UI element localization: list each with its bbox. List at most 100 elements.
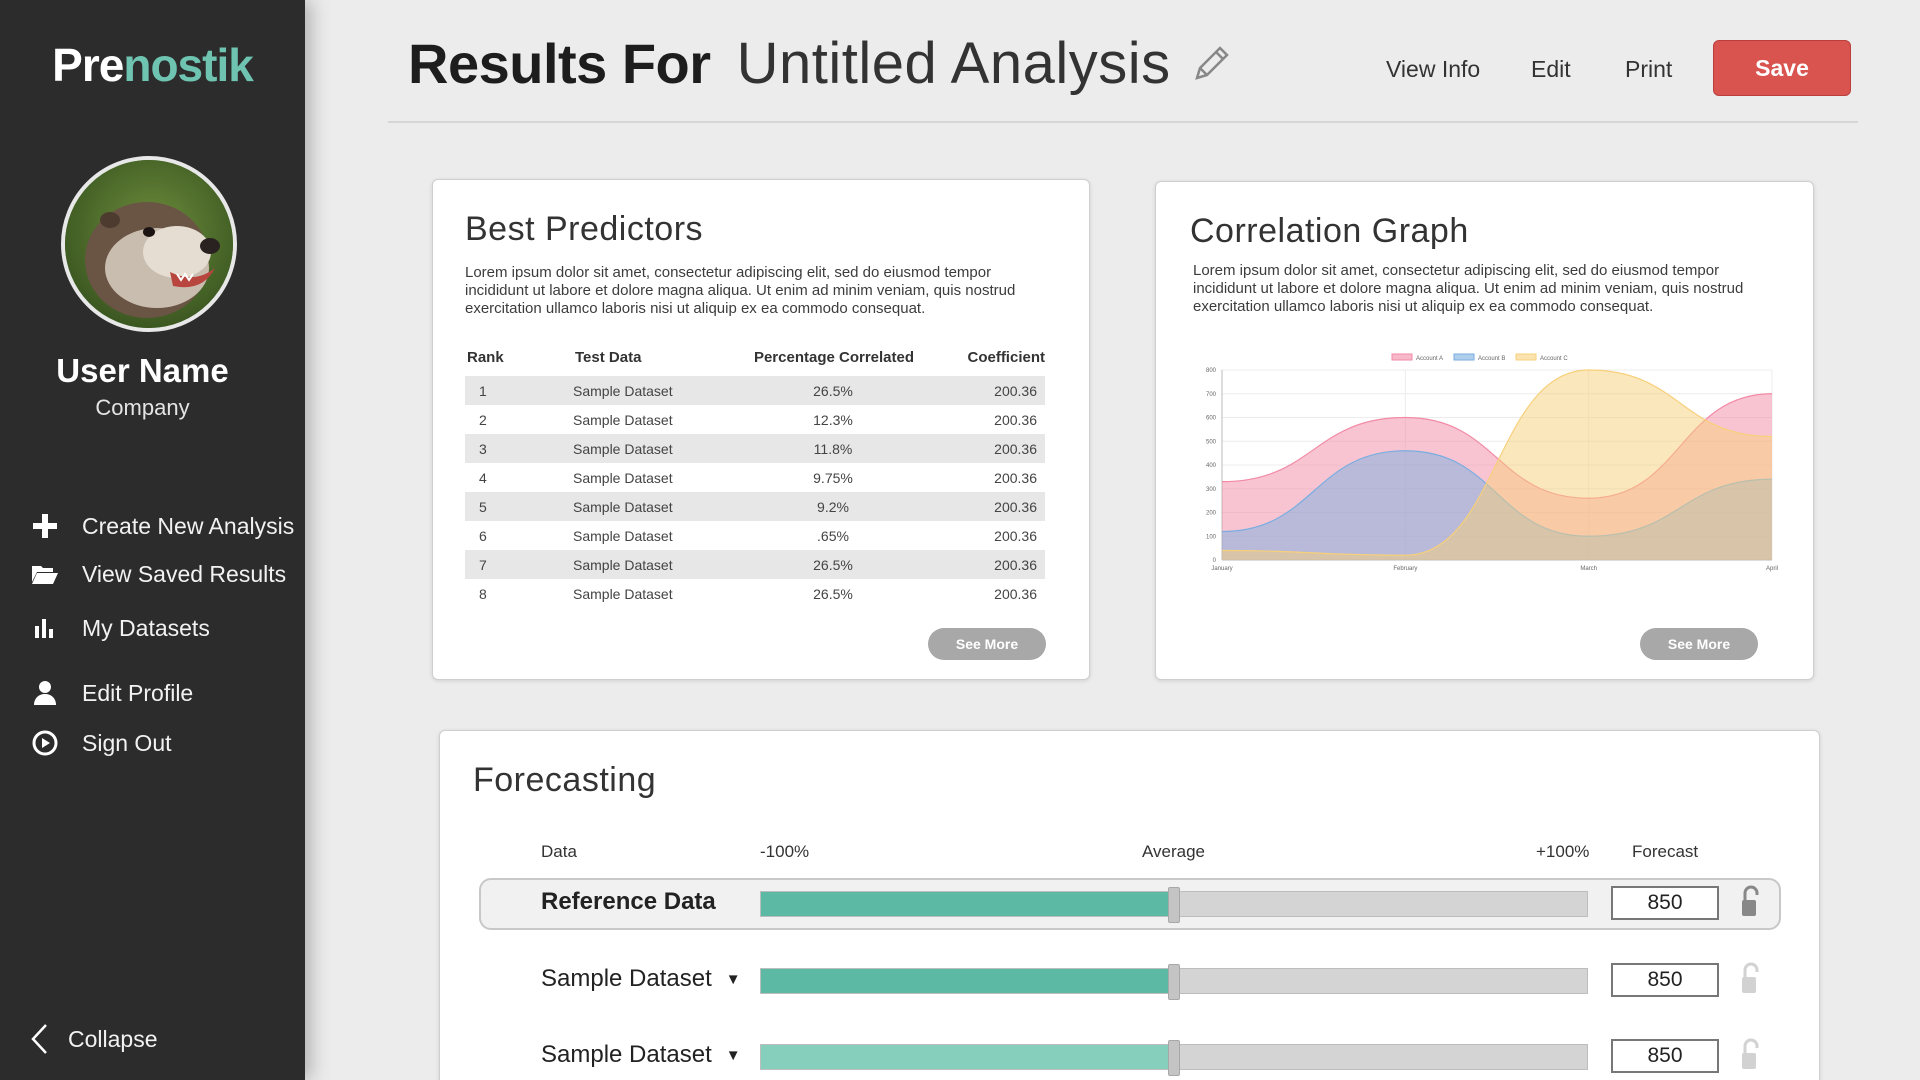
print-link[interactable]: Print — [1625, 56, 1673, 82]
rank-cell: 8 — [479, 585, 487, 602]
legend-label: Account C — [1540, 356, 1568, 362]
avatar[interactable] — [61, 156, 237, 332]
table-row: 2 Sample Dataset 12.3% 200.36 — [465, 405, 1045, 434]
test-data-cell: Sample Dataset — [573, 434, 733, 463]
see-more-correlation-button[interactable]: See More — [1640, 628, 1758, 660]
forecast-row-label: Sample Dataset — [541, 1041, 712, 1068]
table-row: 1 Sample Dataset 26.5% 200.36 — [465, 376, 1045, 405]
pencil-icon[interactable] — [1189, 42, 1233, 86]
collapse-sidebar-button[interactable]: Collapse — [28, 1022, 158, 1056]
percentage-cell: 11.8% — [733, 434, 933, 463]
series-line — [1221, 369, 1773, 556]
test-data-cell: Sample Dataset — [573, 492, 733, 521]
caret-down-icon[interactable]: ▼ — [725, 970, 741, 988]
sidebar: Prenostik User Name Company Create New A… — [0, 0, 305, 1080]
user-company: Company — [95, 395, 190, 420]
dataset-selector[interactable]: Sample Dataset ▼ — [541, 965, 741, 993]
bar-chart-icon — [30, 613, 60, 643]
y-tick-label: 800 — [1206, 368, 1217, 374]
slider-fill — [761, 892, 1174, 916]
y-tick-label: 500 — [1206, 439, 1217, 445]
slider-handle[interactable] — [1168, 964, 1180, 1000]
forecast-value-input[interactable] — [1611, 886, 1719, 920]
best-predictors-card: Best Predictors Lorem ipsum dolor sit am… — [432, 179, 1090, 680]
test-data-cell: Sample Dataset — [573, 376, 733, 405]
correlation-chart: 0 100 200 300 400 500 600 700 800 January February… — [1206, 353, 1778, 572]
x-tick-label: April — [1766, 566, 1778, 572]
save-button[interactable]: Save — [1713, 40, 1851, 96]
lock-icon[interactable] — [1737, 884, 1765, 920]
forecast-value-input[interactable] — [1611, 1039, 1719, 1073]
collapse-label: Collapse — [68, 1025, 158, 1052]
brand-logo: Prenostik — [52, 39, 254, 91]
rank-cell: 4 — [479, 469, 487, 486]
dataset-selector[interactable]: Sample Dataset ▼ — [541, 1041, 741, 1069]
nav-create-new-analysis[interactable]: Create New Analysis — [30, 508, 294, 544]
page-title: Results For Untitled Analysis — [408, 30, 1233, 97]
user-icon — [30, 678, 60, 708]
slider-handle[interactable] — [1168, 1040, 1180, 1076]
y-tick-label: 600 — [1206, 416, 1217, 422]
nav-edit-profile[interactable]: Edit Profile — [30, 675, 193, 711]
test-data-cell: Sample Dataset — [573, 585, 673, 602]
rank-cell: 3 — [465, 434, 573, 463]
y-tick-label: 100 — [1206, 534, 1217, 540]
percentage-cell: 9.75% — [813, 469, 853, 486]
slider-handle[interactable] — [1168, 887, 1180, 923]
slider-fill — [761, 1045, 1174, 1069]
chevron-left-icon — [28, 1022, 52, 1056]
percentage-cell: 26.5% — [733, 376, 933, 405]
nav-sign-out[interactable]: Sign Out — [30, 725, 172, 761]
nav-view-saved-results[interactable]: View Saved Results — [30, 556, 286, 592]
rank-cell: 7 — [465, 550, 573, 579]
table-row: 3 Sample Dataset 11.8% 200.36 — [465, 434, 1045, 463]
lock-icon[interactable] — [1737, 1037, 1765, 1073]
forecast-slider[interactable] — [760, 887, 1588, 923]
y-tick-label: 200 — [1206, 511, 1217, 517]
coefficient-cell: 200.36 — [933, 492, 1045, 521]
coefficient-cell: 200.36 — [994, 585, 1037, 602]
correlation-graph-card: Correlation Graph Lorem ipsum dolor sit … — [1155, 181, 1814, 680]
x-tick-label: February — [1393, 566, 1417, 572]
nav-label: Create New Analysis — [82, 512, 295, 539]
reference-data-label: Reference Data — [541, 888, 716, 916]
coefficient-cell: 200.36 — [933, 376, 1045, 405]
power-icon — [30, 728, 60, 758]
forecast-slider[interactable] — [760, 964, 1588, 1000]
coefficient-cell: 200.36 — [994, 411, 1037, 428]
y-tick-label: 0 — [1213, 558, 1217, 564]
column-header: Percentage Correlated — [753, 348, 915, 366]
forecast-header-min: -100% — [760, 842, 810, 861]
rank-cell: 2 — [479, 411, 487, 428]
user-name: User Name — [56, 352, 229, 389]
nav-label: View Saved Results — [82, 560, 287, 587]
legend-swatch — [1515, 353, 1537, 361]
forecast-header-average: Average — [1142, 842, 1206, 861]
view-info-link[interactable]: View Info — [1386, 56, 1481, 82]
x-tick-label: March — [1580, 566, 1597, 572]
forecast-row-label: Sample Dataset — [541, 965, 712, 992]
legend-swatch — [1453, 353, 1475, 361]
legend-label: Account A — [1416, 356, 1443, 362]
percentage-cell: 26.5% — [813, 585, 853, 602]
percentage-cell: .65% — [817, 527, 849, 544]
lock-icon[interactable] — [1737, 961, 1765, 997]
see-more-predictors-button[interactable]: See More — [928, 628, 1046, 660]
forecast-header-max: +100% — [1536, 842, 1590, 861]
column-header: Rank — [467, 348, 504, 366]
edit-link[interactable]: Edit — [1531, 56, 1571, 82]
coefficient-cell: 200.36 — [933, 434, 1045, 463]
legend-swatch — [1391, 353, 1413, 361]
legend-label: Account B — [1478, 356, 1505, 362]
table-row: 5 Sample Dataset 9.2% 200.36 — [465, 492, 1045, 521]
correlation-graph-title: Correlation Graph — [1190, 212, 1469, 250]
coefficient-cell: 200.36 — [994, 469, 1037, 486]
column-header: Test Data — [575, 348, 642, 366]
percentage-cell: 12.3% — [813, 411, 853, 428]
nav-my-datasets[interactable]: My Datasets — [30, 610, 210, 646]
forecast-value-input[interactable] — [1611, 963, 1719, 997]
percentage-cell: 26.5% — [733, 550, 933, 579]
forecast-slider[interactable] — [760, 1040, 1588, 1076]
analysis-name: Untitled Analysis — [736, 31, 1171, 96]
caret-down-icon[interactable]: ▼ — [725, 1046, 741, 1064]
